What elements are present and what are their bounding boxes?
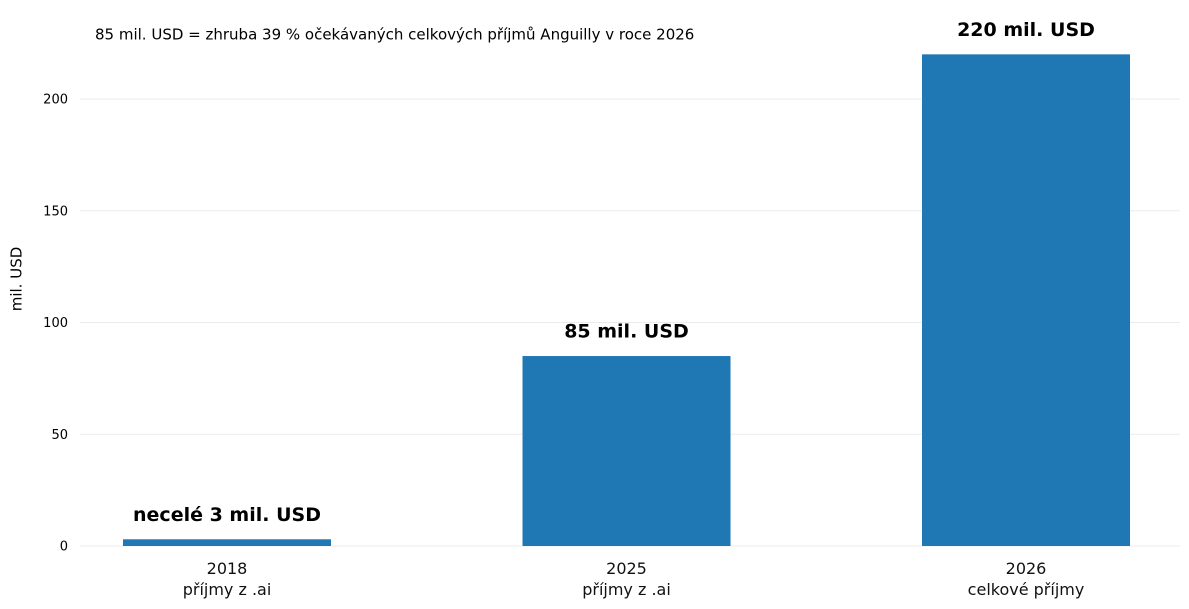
y-axis-label: mil. USD [8, 247, 26, 312]
y-tick-label: 200 [43, 93, 68, 108]
annotation: 85 mil. USD = zhruba 39 % očekávaných ce… [95, 26, 694, 44]
value-label: necelé 3 mil. USD [133, 504, 321, 526]
value-label: 85 mil. USD [564, 321, 689, 343]
value-label: 220 mil. USD [957, 19, 1095, 41]
x-tick-label: 2026 celkové příjmy [967, 559, 1085, 599]
bar [522, 356, 731, 546]
y-tick-label: 150 [43, 204, 68, 219]
bar [922, 54, 1130, 546]
y-tick-label: 100 [43, 316, 68, 331]
x-tick-label: 2025 příjmy z .ai [582, 559, 671, 599]
y-tick-label: 50 [51, 428, 68, 443]
x-tick-label: 2018 příjmy z .ai [182, 559, 272, 599]
y-tick-label: 0 [60, 540, 68, 555]
bar [123, 539, 331, 546]
